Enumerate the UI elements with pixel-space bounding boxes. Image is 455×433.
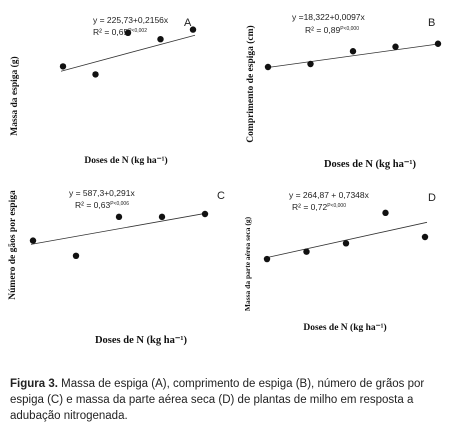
panel-c: y = 587,3+0,291x R² = 0,63P<0,006 C Núme… xyxy=(8,188,225,346)
panel-d: y = 264,87 + 0,7348x R² = 0,72P<0,000 D … xyxy=(243,190,436,333)
equation-c: y = 587,3+0,291x xyxy=(69,188,135,198)
xlabel-a: Doses de N (kg ha⁻¹) xyxy=(84,155,167,166)
data-point-c-3 xyxy=(116,214,122,220)
data-point-c-5 xyxy=(202,211,208,217)
equation-d: y = 264,87 + 0,7348x xyxy=(289,190,370,200)
xlabel-b: Doses de N (kg ha⁻¹) xyxy=(324,159,417,170)
data-point-a-5 xyxy=(190,26,196,32)
r2-value-d: R² = 0,72 xyxy=(292,202,327,212)
equation-b: y =18,322+0,0097x xyxy=(292,12,366,22)
data-point-d-5 xyxy=(422,234,428,240)
data-point-b-5 xyxy=(435,41,441,47)
points-a xyxy=(60,26,196,77)
panel-letter-d: D xyxy=(428,192,436,204)
r2-value-c: R² = 0,63 xyxy=(75,200,110,210)
ylabel-a: Massa da espiga (g) xyxy=(9,56,20,135)
panel-letter-b: B xyxy=(428,17,435,29)
ylabel-b: Comprimento de espiga (cm) xyxy=(245,25,256,142)
panel-letter-c: C xyxy=(217,190,225,202)
r2-sig-d: P<0,000 xyxy=(327,203,346,209)
caption-text: Massa de espiga (A), comprimento de espi… xyxy=(10,378,424,422)
data-point-b-4 xyxy=(392,44,398,50)
data-point-d-4 xyxy=(382,210,388,216)
data-point-d-3 xyxy=(343,240,349,246)
data-point-c-4 xyxy=(159,214,165,220)
data-point-a-4 xyxy=(157,36,163,42)
r2-d: R² = 0,72P<0,000 xyxy=(292,202,346,212)
points-c xyxy=(30,211,208,259)
points-d xyxy=(264,210,428,263)
r2-value-b: R² = 0,89 xyxy=(305,25,340,35)
data-point-a-2 xyxy=(92,71,98,77)
r2-sig-b: P<0,000 xyxy=(340,26,359,32)
data-point-c-2 xyxy=(73,253,79,259)
panel-a: y = 225,73+0,2156x R² = 0,65P<0,002 A Ma… xyxy=(9,15,196,166)
data-point-c-1 xyxy=(30,237,36,243)
data-point-a-3 xyxy=(125,30,131,36)
xlabel-c: Doses de N (kg ha⁻¹) xyxy=(95,335,188,346)
r2-value-a: R² = 0,65 xyxy=(93,27,128,37)
figure-caption: Figura 3. Massa de espiga (A), comprimen… xyxy=(10,376,448,424)
data-point-b-1 xyxy=(265,64,271,70)
equation-a: y = 225,73+0,2156x xyxy=(93,15,169,25)
data-point-d-2 xyxy=(303,249,309,255)
r2-b: R² = 0,89P<0,000 xyxy=(305,25,359,35)
xlabel-d: Doses de N (kg ha⁻¹) xyxy=(303,322,386,333)
caption-label: Figura 3. xyxy=(10,378,58,390)
ylabel-d: Massa da parte aérea seca (g) xyxy=(243,216,252,311)
xlabel-a-text: Doses de N (kg ha⁻¹) xyxy=(84,155,167,166)
data-point-a-1 xyxy=(60,63,66,69)
panel-b: y =18,322+0,0097x R² = 0,89P<0,000 B Com… xyxy=(245,12,441,170)
data-point-b-3 xyxy=(350,48,356,54)
trend-line-b xyxy=(266,44,440,68)
trend-line-a xyxy=(61,35,195,71)
data-point-d-1 xyxy=(264,256,270,262)
r2-sig-c: P<0,006 xyxy=(110,201,129,207)
r2-a: R² = 0,65P<0,002 xyxy=(93,27,147,37)
panel-letter-a: A xyxy=(184,17,192,29)
data-point-b-2 xyxy=(307,61,313,67)
r2-c: R² = 0,63P<0,006 xyxy=(75,200,129,210)
ylabel-c: Número de gãos por espiga xyxy=(8,190,18,300)
